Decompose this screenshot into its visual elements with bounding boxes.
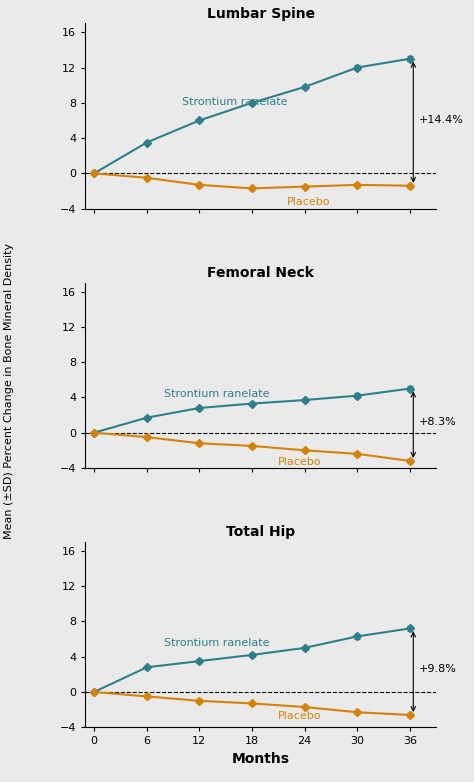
- Text: Placebo: Placebo: [287, 197, 330, 207]
- Text: Strontium ranelate: Strontium ranelate: [164, 638, 270, 647]
- Text: +8.3%: +8.3%: [419, 417, 456, 427]
- X-axis label: Months: Months: [232, 752, 290, 766]
- Text: Placebo: Placebo: [278, 457, 322, 468]
- Text: +9.8%: +9.8%: [419, 664, 456, 674]
- Title: Lumbar Spine: Lumbar Spine: [207, 7, 315, 21]
- Title: Total Hip: Total Hip: [226, 526, 295, 540]
- Text: +14.4%: +14.4%: [419, 115, 464, 124]
- Text: Placebo: Placebo: [278, 712, 322, 721]
- Title: Femoral Neck: Femoral Neck: [207, 266, 314, 280]
- Text: Strontium ranelate: Strontium ranelate: [182, 97, 287, 107]
- Text: Strontium ranelate: Strontium ranelate: [164, 389, 270, 399]
- Text: Mean (±SD) Percent Change in Bone Mineral Density: Mean (±SD) Percent Change in Bone Minera…: [4, 243, 15, 539]
